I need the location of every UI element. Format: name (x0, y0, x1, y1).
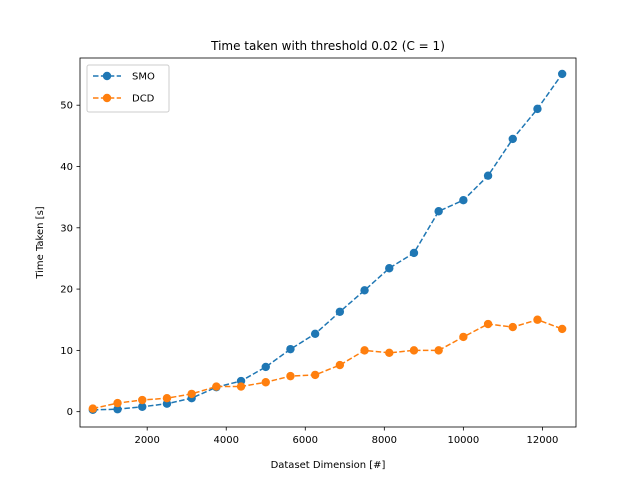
data-point-smo (113, 405, 122, 414)
data-point-dcd (557, 324, 567, 334)
data-point-dcd (286, 371, 295, 381)
data-point-dcd (187, 389, 196, 399)
y-tick-label: 40 (60, 162, 73, 173)
series-layer (88, 69, 567, 415)
legend-label-smo: SMO (132, 72, 155, 83)
data-point-dcd (212, 382, 221, 391)
y-tick-label: 0 (67, 407, 73, 418)
data-point-dcd (508, 322, 517, 332)
data-point-smo (310, 329, 320, 339)
data-point-smo (335, 307, 345, 316)
legend-marker-smo (102, 71, 112, 81)
x-tick-label: 10000 (447, 435, 479, 446)
legend: SMO DCD (86, 64, 170, 113)
data-point-smo (409, 248, 419, 258)
plot-frame (79, 57, 577, 428)
y-tick-label: 20 (60, 285, 73, 296)
data-point-dcd (335, 360, 345, 370)
data-point-dcd (459, 332, 468, 342)
data-point-smo (286, 344, 295, 354)
x-tick-label: 2000 (134, 435, 159, 446)
data-point-smo (508, 134, 517, 144)
data-point-dcd (113, 398, 122, 408)
plot-area (80, 58, 576, 427)
data-point-dcd (138, 395, 147, 405)
series-dcd (88, 315, 567, 413)
data-point-dcd (310, 370, 320, 380)
y-axis-label: Time Taken [s] (35, 206, 46, 279)
y-tick-label: 10 (60, 346, 73, 357)
data-point-dcd (236, 382, 246, 391)
chart-title: Time taken with threshold 0.02 (C = 1) (210, 39, 445, 53)
legend-box (86, 64, 170, 113)
data-point-dcd (261, 378, 270, 387)
series-line-smo (92, 73, 563, 411)
y-tick-label: 30 (60, 223, 73, 234)
data-point-dcd (360, 346, 369, 355)
data-point-dcd (162, 393, 172, 403)
data-point-smo (483, 171, 493, 180)
x-tick-label: 12000 (527, 435, 559, 446)
axes-layer: 2000 4000 6000 8000 10000 12000 0 10 20 30 40 50 (60, 101, 558, 446)
data-point-smo (459, 196, 468, 205)
data-point-smo (385, 264, 394, 273)
data-point-smo (434, 207, 443, 216)
data-point-smo (533, 104, 542, 114)
data-point-smo (360, 286, 369, 295)
data-point-smo (261, 362, 270, 372)
x-tick-label: 4000 (214, 435, 239, 446)
legend-item-dcd: DCD (93, 94, 155, 105)
data-point-dcd (533, 315, 542, 324)
data-point-dcd (88, 404, 98, 413)
y-tick-label: 50 (60, 101, 73, 112)
data-point-dcd (434, 346, 443, 355)
legend-label-dcd: DCD (132, 94, 155, 105)
legend-item-smo: SMO (93, 72, 155, 83)
x-tick-label: 6000 (293, 435, 318, 446)
x-tick-label: 8000 (372, 435, 397, 446)
legend-marker-dcd (102, 93, 112, 103)
data-point-dcd (409, 346, 419, 355)
x-axis-label: Dataset Dimension [#] (271, 460, 386, 471)
data-point-dcd (385, 348, 394, 358)
data-point-smo (138, 402, 147, 411)
data-point-smo (557, 69, 567, 79)
data-point-dcd (483, 319, 493, 329)
